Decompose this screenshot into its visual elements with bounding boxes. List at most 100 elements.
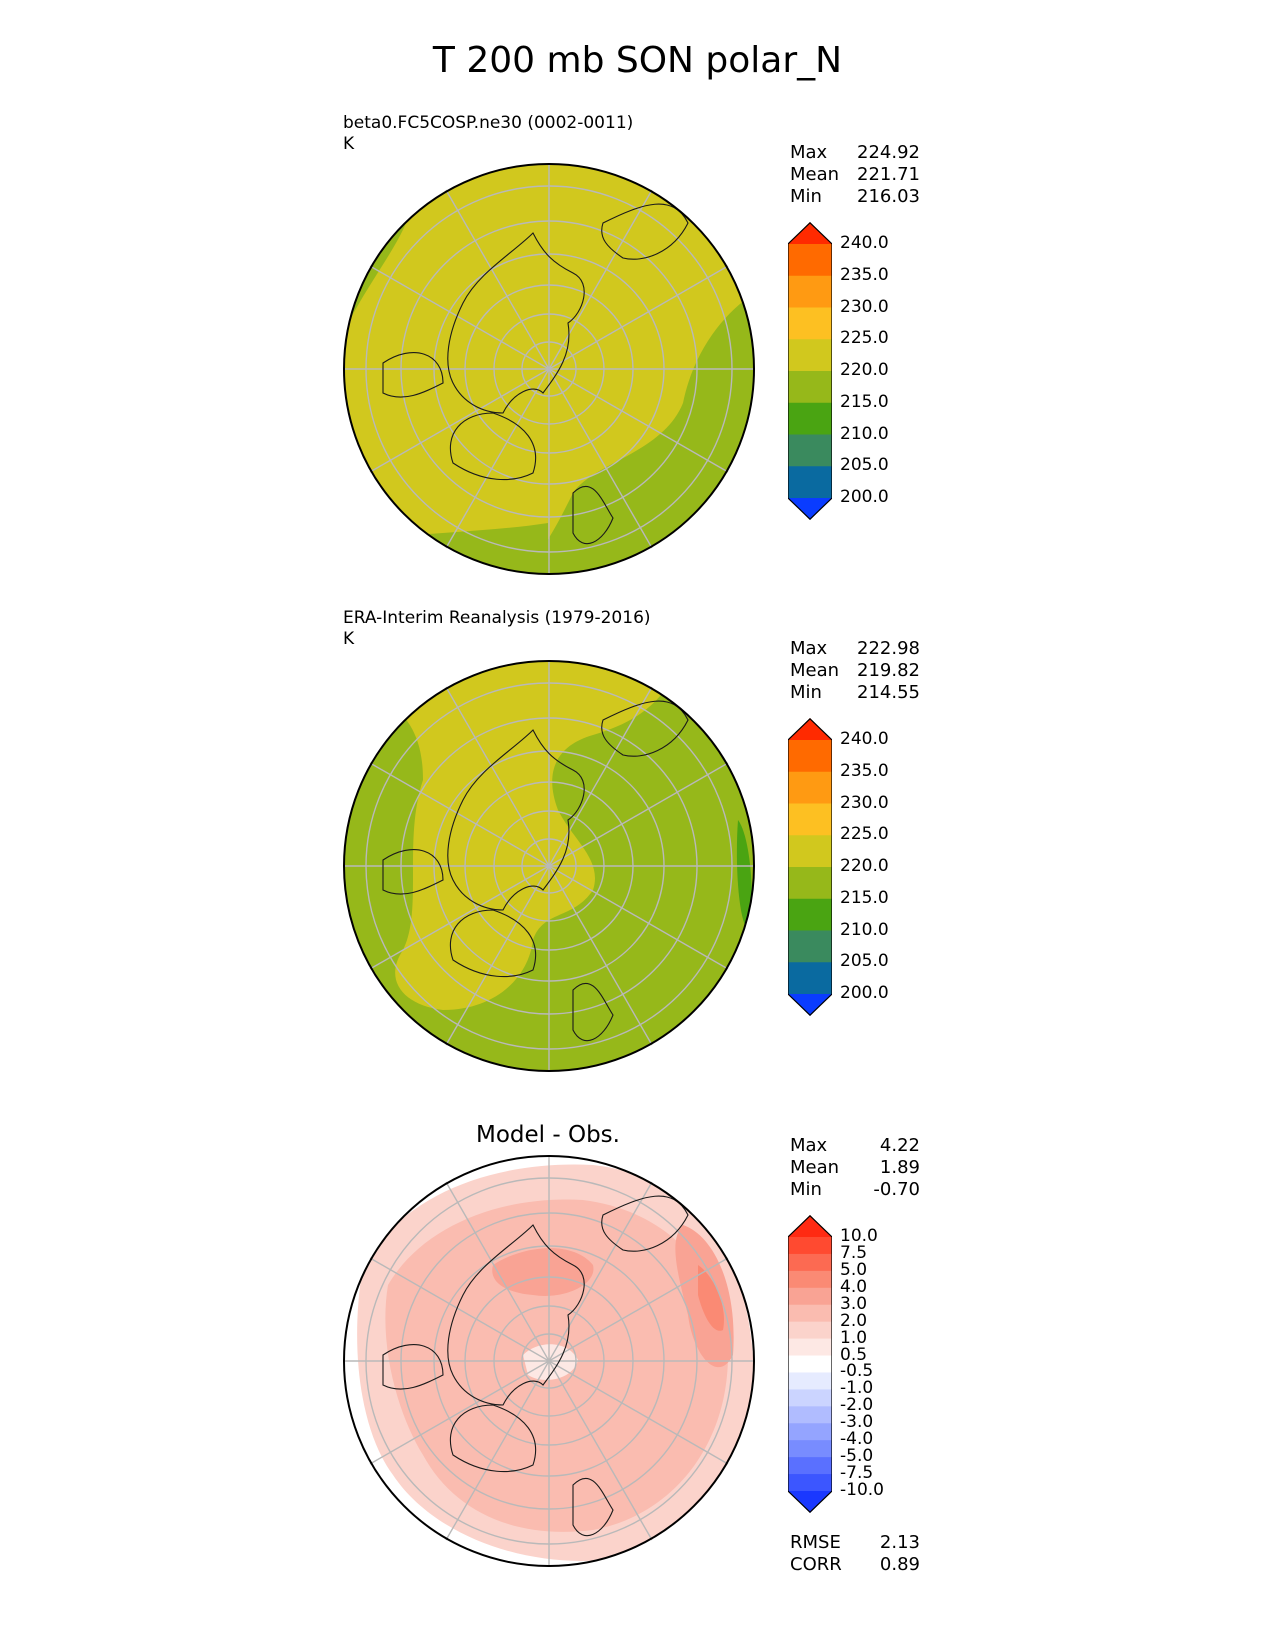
colorbar-tick-label: 5.0 [840, 1259, 868, 1280]
colorbar-segment [788, 1389, 832, 1407]
colorbar-extend-min [788, 498, 832, 520]
graticule [343, 1155, 755, 1567]
panel-2-polar-map [343, 660, 755, 1072]
colorbar-tick-label: -10.0 [840, 1480, 884, 1500]
colorbar-segment [788, 1457, 832, 1475]
panel-2-units: K [343, 629, 355, 649]
field-contour-210 [736, 820, 752, 930]
stat-label: Max [790, 638, 828, 659]
stat-value: 214.55 [857, 682, 920, 703]
colorbar-outline [788, 1215, 832, 1513]
stat-value: 221.71 [857, 164, 920, 185]
colorbar-segment [788, 867, 832, 900]
panel-3-stats: Max 4.22 Mean 1.89 Min -0.70 [790, 1135, 920, 1201]
colorbar-tick-label: 205.0 [840, 951, 889, 972]
stat-label: Mean [790, 1157, 840, 1178]
colorbar-tick-label: -3.0 [840, 1412, 874, 1433]
colorbar-tick-label: 230.0 [840, 296, 889, 317]
colorbar-segment [788, 434, 832, 467]
panel-3-footer-stats: RMSE 2.13 CORR 0.89 [790, 1532, 920, 1576]
stat-label: Min [790, 682, 822, 703]
colorbar-outline [788, 718, 832, 1016]
colorbar-tick-label: 200.0 [840, 487, 889, 507]
colorbar-tick-label: 225.0 [840, 824, 889, 845]
panel-1-title-text: beta0.FC5COSP.ne30 (0002-0011) [343, 113, 634, 133]
colorbar-segment [788, 1406, 832, 1424]
panel-1-title: beta0.FC5COSP.ne30 (0002-0011) K [343, 113, 633, 155]
colorbar-outline [788, 222, 832, 520]
panel-2-title: ERA-Interim Reanalysis (1979-2016) K [343, 608, 651, 650]
stat-value: 222.98 [857, 638, 920, 659]
colorbar-tick-label: 220.0 [840, 856, 889, 876]
colorbar-tick-label: 1.0 [840, 1327, 868, 1348]
map-frame [343, 1155, 755, 1567]
stat-value: 216.03 [857, 186, 920, 207]
panel-3-polar-map [343, 1155, 755, 1567]
colorbar-segment [788, 1440, 832, 1458]
colorbar-tick-label: 2.0 [840, 1310, 868, 1331]
colorbar-segment [788, 402, 832, 435]
stat-value: 1.89 [879, 1157, 920, 1178]
colorbar-segment [788, 1304, 832, 1323]
colorbar-segment [788, 803, 832, 836]
colorbar-segment [788, 275, 832, 308]
colorbar-tick-label: 215.0 [840, 391, 889, 412]
coastlines [382, 203, 689, 545]
panel-1-polar-map [343, 163, 755, 575]
colorbar-extend-max [788, 222, 832, 244]
colorbar-segment [788, 930, 832, 963]
stat-label: Mean [790, 660, 840, 681]
colorbar-segment [788, 307, 832, 340]
stat-value: 224.92 [857, 142, 920, 163]
colorbar-tick-label: 7.5 [840, 1242, 868, 1263]
colorbar-tick-label: 225.0 [840, 328, 889, 349]
stat-label: RMSE [790, 1532, 841, 1553]
stat-value: 0.89 [879, 1554, 920, 1575]
figure-title: T 200 mb SON polar_N [432, 40, 843, 81]
colorbar-segment [788, 371, 832, 404]
colorbar-extend-min [788, 994, 832, 1016]
colorbar-tick-label: -2.0 [840, 1395, 874, 1416]
colorbar-tick-label: 205.0 [840, 455, 889, 476]
colorbar-extend-max [788, 718, 832, 740]
field-contour-220 [344, 661, 683, 1010]
map-frame [343, 163, 755, 575]
field-contour-215 [344, 203, 413, 333]
panel-2-title-text: ERA-Interim Reanalysis (1979-2016) [343, 608, 651, 628]
colorbar-segment [788, 962, 832, 995]
colorbar-tick-label: -5.0 [840, 1446, 874, 1467]
coastlines [382, 1195, 689, 1537]
colorbar-segment [788, 898, 832, 931]
colorbar-segment [788, 339, 832, 372]
panel-1-colorbar [788, 222, 832, 520]
colorbar-segment [788, 1474, 832, 1492]
colorbar-segment [788, 244, 832, 277]
colorbar-tick-label: 220.0 [840, 360, 889, 380]
colorbar-tick-label: 240.0 [840, 729, 889, 749]
panel-2-stats: Max 222.98 Mean 219.82 Min 214.55 [790, 638, 920, 704]
colorbar-extend-max [788, 1215, 832, 1237]
colorbar-tick-label: -0.5 [840, 1361, 874, 1382]
colorbar-segment [788, 1355, 832, 1373]
map-frame [343, 660, 755, 1072]
field-contour-3 [492, 1248, 594, 1296]
graticule [343, 163, 755, 575]
colorbar-segment [788, 771, 832, 804]
stat-value: 4.22 [879, 1135, 920, 1156]
colorbar-tick-label: 4.0 [840, 1276, 868, 1297]
panel-3-colorbar [788, 1215, 832, 1513]
colorbar-tick-label: 0.5 [840, 1344, 868, 1365]
colorbar-tick-label: 240.0 [840, 233, 889, 253]
colorbar-segment [788, 740, 832, 773]
panel-1-stats: Max 224.92 Mean 221.71 Min 216.03 [790, 142, 920, 208]
panel-2-colorbar [788, 718, 832, 1016]
colorbar-tick-label: 210.0 [840, 423, 889, 444]
colorbar-extend-min [788, 1491, 832, 1513]
field-contour-4 [698, 1265, 724, 1331]
stat-value: 219.82 [857, 660, 920, 681]
colorbar-tick-label: -1.0 [840, 1378, 874, 1399]
graticule [343, 660, 755, 1072]
colorbar-segment [788, 1287, 832, 1306]
colorbar-tick-label: -7.5 [840, 1463, 874, 1484]
colorbar-tick-label: 10.0 [840, 1226, 878, 1246]
